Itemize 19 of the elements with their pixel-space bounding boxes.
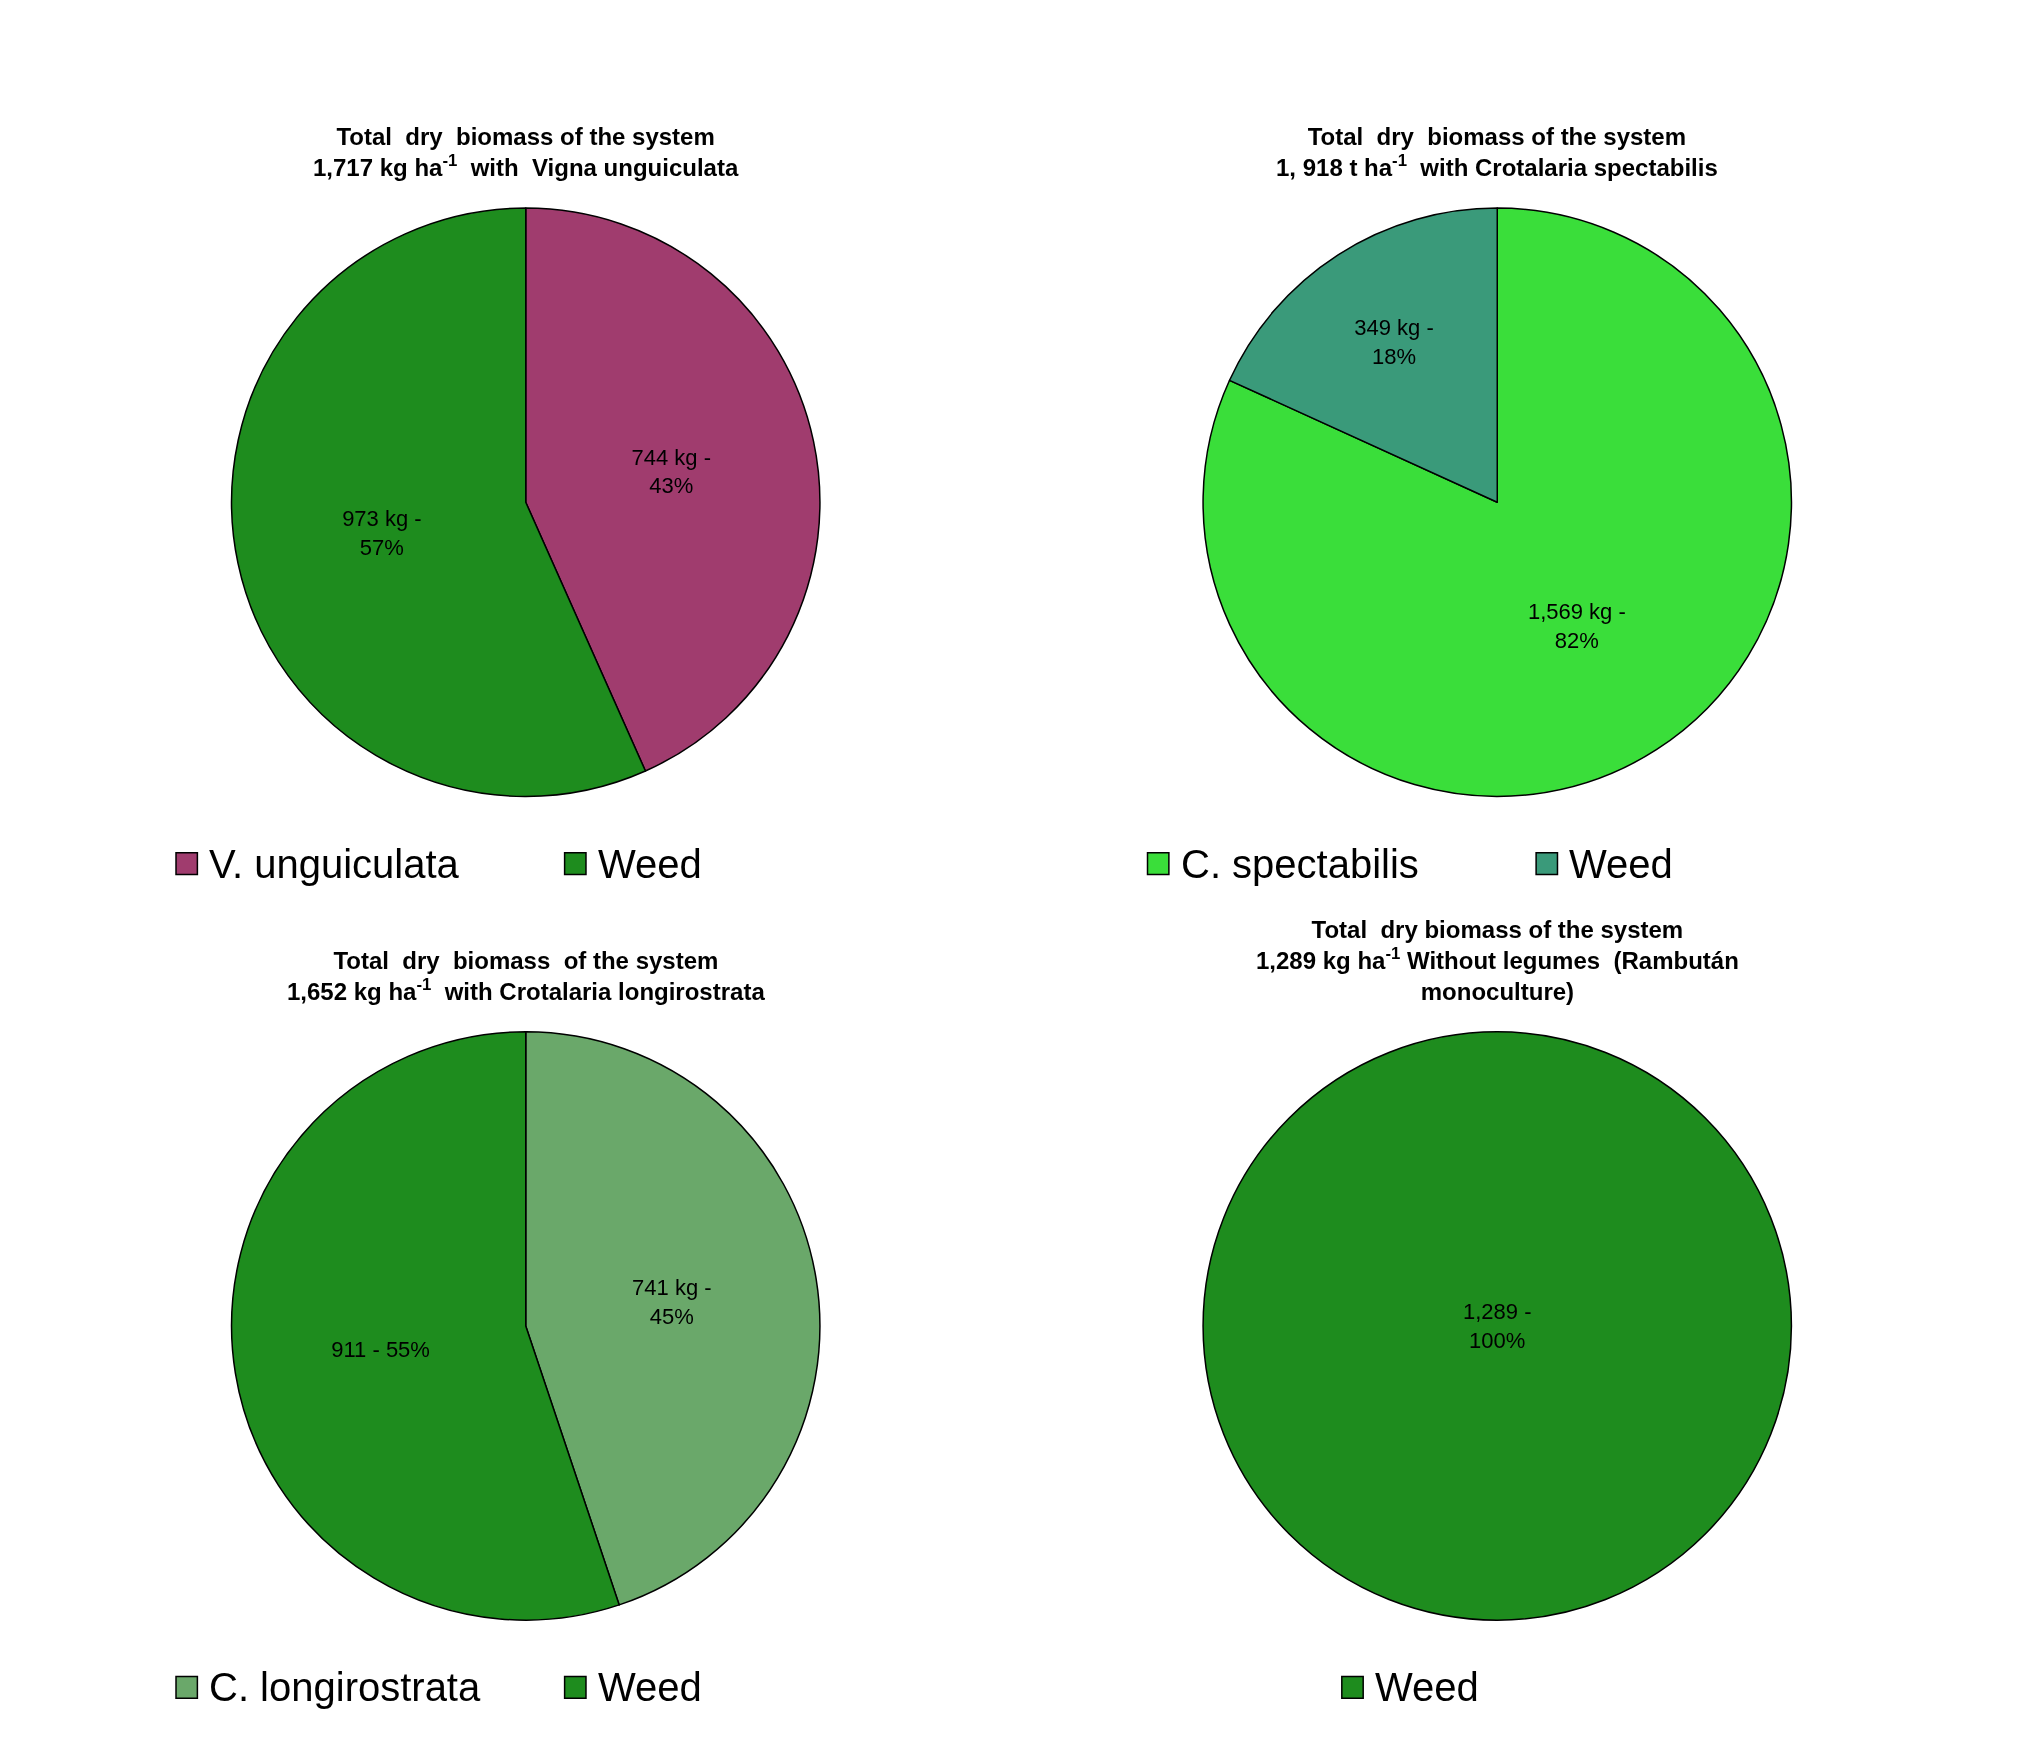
data-label: 1,289 - 100% — [1463, 1299, 1532, 1353]
legend-label: Weed — [1569, 842, 1673, 886]
data-label: 1,569 kg - 82% — [1527, 599, 1626, 653]
legend-label: V. unguiculata — [209, 842, 460, 886]
legend-label: C. longirostrata — [209, 1665, 481, 1709]
chart-title: Total dry biomass of the system 1,289 kg ha$^{-1}$ Without legumes (Rambután monoculture) — [1256, 916, 1739, 1006]
data-label: 744 kg - 43% — [631, 444, 711, 499]
legend-label: Weed — [598, 1665, 702, 1709]
legend-label: Weed — [598, 842, 702, 886]
data-label: 911 - 55% — [331, 1337, 430, 1363]
data-label: 973 kg - 57% — [342, 506, 422, 560]
pie-slice — [1202, 207, 1793, 797]
chart-title: Total dry biomass of the system 1,717 kg ha$^{-1}$ with Vigna unguiculata — [313, 123, 739, 182]
chart-title: Total dry biomass of the system 1, 918 t ha$^{-1}$ with Crotalaria spectabilis — [1276, 123, 1718, 182]
chart-title: Total dry biomass of the system 1,652 kg ha$^{-1}$ with Crotalaria longirostrata — [287, 947, 766, 1006]
data-label: 349 kg - 18% — [1354, 314, 1434, 369]
legend-label: Weed — [1375, 1665, 1479, 1709]
data-label: 741 kg - 45% — [632, 1275, 712, 1329]
legend-label: C. spectabilis — [1181, 842, 1419, 886]
